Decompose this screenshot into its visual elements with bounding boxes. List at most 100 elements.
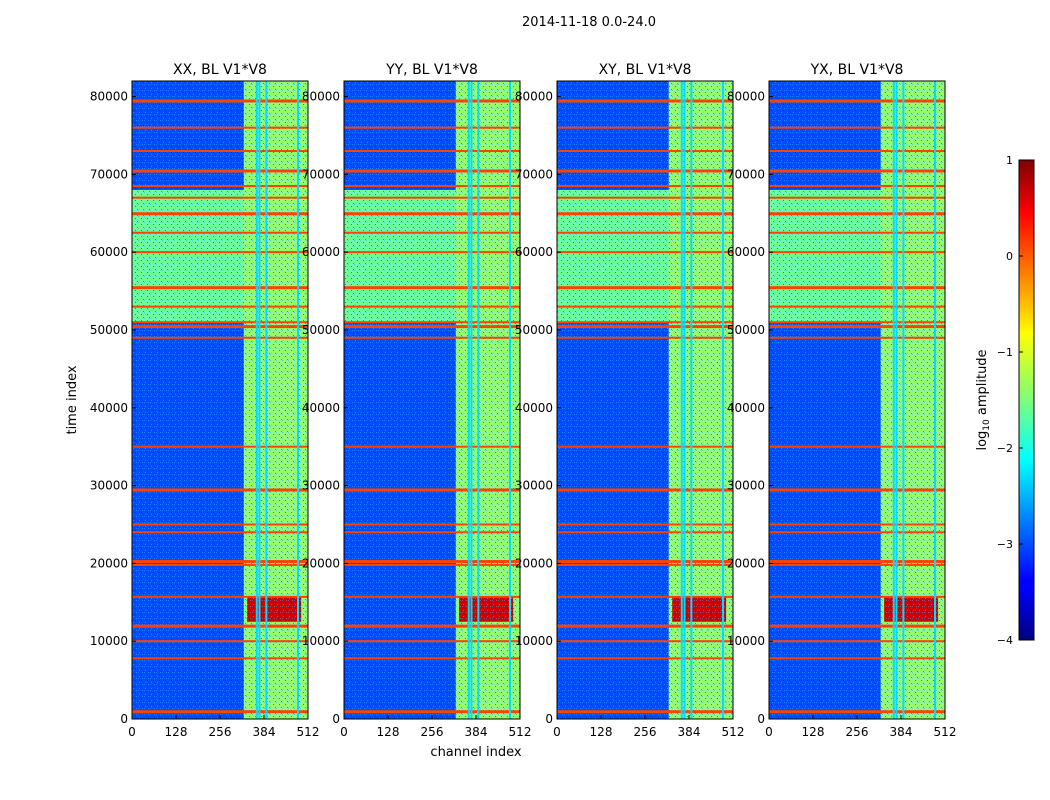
x-tick-label: 256 — [421, 725, 444, 739]
panel-yx: YX, BL V1*V8 0 128 256 384 512 0 10000 20000 3000… — [727, 62, 957, 739]
flag-row — [344, 563, 520, 566]
channel-line — [902, 81, 905, 719]
y-tick-label: 30000 — [515, 479, 553, 493]
flag-row — [344, 231, 520, 234]
flag-row — [344, 624, 520, 628]
flag-row — [132, 563, 308, 566]
flag-row — [132, 523, 308, 526]
flag-row — [769, 196, 945, 199]
colorbar-tick-label: 1 — [1006, 154, 1013, 167]
flag-row — [132, 231, 308, 234]
colorbar-tick-label: −2 — [997, 442, 1013, 455]
flag-row — [344, 169, 520, 173]
flag-row — [344, 560, 520, 564]
flag-row — [344, 488, 520, 492]
x-tick-label: 256 — [846, 725, 869, 739]
flag-row — [344, 710, 520, 714]
flag-row — [557, 305, 733, 308]
channel-line — [265, 81, 268, 719]
y-tick-label: 50000 — [302, 323, 340, 337]
flag-row — [344, 286, 520, 290]
y-tick-label: 10000 — [90, 634, 128, 648]
y-tick-label: 80000 — [515, 90, 553, 104]
flag-row — [344, 150, 520, 153]
heatmap-cells — [132, 81, 308, 719]
flag-row — [557, 563, 733, 566]
y-tick-label: 80000 — [302, 90, 340, 104]
flag-row — [769, 231, 945, 234]
x-tick-label: 512 — [509, 725, 532, 739]
flag-row — [132, 305, 308, 308]
flag-row — [344, 531, 520, 534]
flag-row — [769, 657, 945, 660]
flag-row — [769, 488, 945, 492]
flag-row — [769, 251, 945, 254]
y-tick-label: 10000 — [727, 634, 765, 648]
figure-suptitle: 2014-11-18 0.0-24.0 — [522, 15, 656, 30]
flag-row — [132, 185, 308, 188]
flag-row — [557, 657, 733, 660]
y-tick-label: 70000 — [515, 167, 553, 181]
colorbar-tick-label: −1 — [997, 346, 1013, 359]
flag-row — [132, 531, 308, 534]
flag-row — [132, 640, 308, 643]
x-tick-label: 512 — [297, 725, 320, 739]
colorbar-tick-label: 0 — [1006, 250, 1013, 263]
y-tick-label: 20000 — [90, 556, 128, 570]
y-tick-label: 10000 — [515, 634, 553, 648]
panel-yy: YY, BL V1*V8 0 128 256 384 512 0 10000 20000 3000… — [302, 62, 532, 739]
channel-line — [509, 81, 511, 719]
x-tick-label: 512 — [934, 725, 957, 739]
flag-row — [557, 126, 733, 129]
channel-line — [470, 81, 473, 719]
flag-row — [557, 231, 733, 234]
channel-line — [683, 81, 686, 719]
flag-row — [344, 325, 520, 329]
y-tick-label: 80000 — [727, 90, 765, 104]
colorbar-label-sub: 10 — [982, 419, 992, 431]
y-tick-label: 60000 — [90, 245, 128, 259]
colorbar-tick-label: −4 — [997, 634, 1013, 647]
flag-row — [557, 169, 733, 173]
channel-line — [690, 81, 693, 719]
flag-row — [344, 595, 520, 598]
flag-row — [557, 150, 733, 153]
flag-row — [132, 99, 308, 103]
y-tick-label: 0 — [332, 712, 340, 726]
flag-row — [769, 305, 945, 308]
flag-row — [769, 560, 945, 564]
flag-row — [557, 624, 733, 628]
flag-row — [132, 657, 308, 660]
x-tick-label: 384 — [465, 725, 488, 739]
flag-row — [557, 321, 733, 324]
colorbar-tick-label: −3 — [997, 538, 1013, 551]
flag-row — [344, 336, 520, 339]
channel-line — [895, 81, 898, 719]
x-tick-label: 0 — [340, 725, 348, 739]
flag-row — [344, 185, 520, 188]
flag-row — [557, 445, 733, 448]
flag-row — [557, 196, 733, 199]
x-tick-label: 128 — [377, 725, 400, 739]
channel-line — [467, 81, 470, 719]
channel-line — [297, 81, 299, 719]
colorbar-gradient — [1018, 159, 1035, 641]
flag-row — [344, 321, 520, 324]
flag-row — [557, 640, 733, 643]
flag-row — [557, 560, 733, 564]
flag-row — [132, 560, 308, 564]
flag-row — [769, 595, 945, 598]
flag-row — [769, 523, 945, 526]
flag-row — [132, 336, 308, 339]
channel-line — [255, 81, 258, 719]
channel-line — [722, 81, 724, 719]
x-tick-label: 256 — [209, 725, 232, 739]
flag-row — [344, 196, 520, 199]
y-tick-label: 60000 — [302, 245, 340, 259]
y-tick-label: 40000 — [515, 401, 553, 415]
heatmap-cells — [344, 81, 520, 719]
flag-row — [344, 305, 520, 308]
flag-row — [557, 488, 733, 492]
flag-row — [132, 169, 308, 173]
